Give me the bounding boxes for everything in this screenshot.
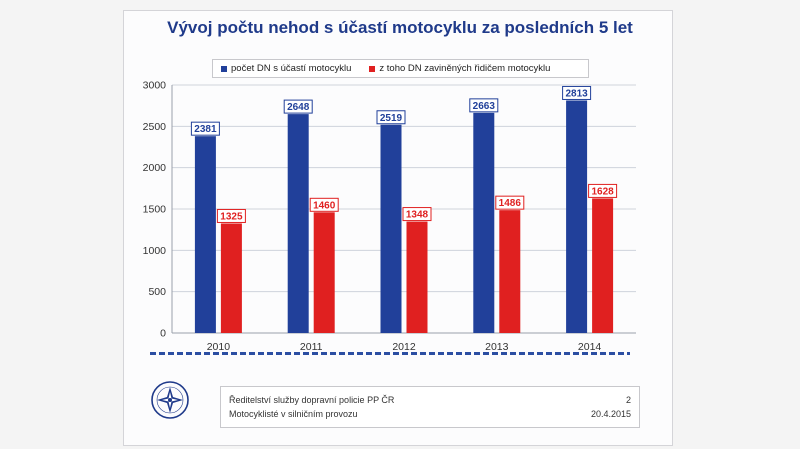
data-label: 2648	[287, 102, 310, 113]
data-label: 1348	[406, 210, 429, 221]
footer-date: 20.4.2015	[590, 409, 631, 419]
data-label: 2813	[565, 88, 588, 99]
bar-caused	[220, 223, 242, 333]
data-label-box	[588, 183, 618, 198]
footer-organization: Ředitelství služby dopravní policie PP Č…	[229, 395, 395, 405]
data-label-box	[469, 98, 499, 113]
divider	[150, 352, 630, 355]
data-label-box	[562, 85, 592, 100]
footer-page-number: 2	[625, 395, 631, 405]
y-tick-label: 1000	[143, 245, 167, 257]
legend-item-caused: z toho DN zaviněných řidičem motocyklu	[369, 63, 550, 74]
data-label: 1325	[220, 211, 243, 222]
bar-total	[380, 124, 402, 333]
x-tick-label: 2013	[485, 341, 509, 353]
y-tick-label: 3000	[143, 80, 167, 92]
bar-caused	[592, 198, 614, 333]
bar-total	[287, 114, 309, 333]
bar-caused	[499, 210, 521, 333]
y-tick-label: 1500	[143, 204, 167, 216]
bar-caused	[406, 221, 428, 333]
police-star-badge-icon	[151, 381, 189, 419]
y-tick-label: 2500	[143, 121, 167, 133]
chart-title: Vývoj počtu nehod s účastí motocyklu za …	[167, 18, 633, 37]
footer-subtitle: Motocyklisté v silničním provozu	[229, 409, 358, 419]
data-label: 1486	[499, 198, 522, 209]
legend-label-caused: z toho DN zaviněných řidičem motocyklu	[379, 63, 551, 74]
x-tick-label: 2012	[392, 341, 416, 353]
y-tick-label: 0	[160, 328, 166, 340]
data-label-box	[283, 99, 313, 114]
bar-caused	[313, 212, 335, 333]
legend-swatch-caused	[369, 65, 376, 72]
footer-box: Ředitelství služby dopravní policie PP Č…	[220, 386, 640, 428]
data-label: 2663	[473, 101, 496, 112]
y-tick-label: 500	[148, 286, 166, 298]
bar-total	[566, 100, 588, 333]
y-tick-label: 2000	[143, 162, 167, 174]
data-label: 2519	[380, 113, 403, 124]
data-label-box	[216, 208, 246, 223]
x-tick-label: 2011	[300, 341, 323, 353]
data-label-box	[495, 195, 525, 210]
data-label-box	[402, 207, 432, 222]
data-label-box	[190, 121, 220, 136]
legend-item-total: počet DN s účastí motocyklu	[221, 63, 351, 74]
bar-total	[194, 136, 216, 333]
chart-legend: počet DN s účastí motocyklu z toho DN za…	[212, 59, 589, 78]
legend-swatch-total	[221, 65, 227, 72]
data-label: 1628	[591, 186, 614, 197]
x-tick-label: 2010	[207, 341, 231, 353]
legend-label-total: počet DN s účastí motocyklu	[231, 63, 352, 74]
bar-total	[473, 112, 495, 333]
data-label-box	[376, 110, 406, 125]
data-label: 1460	[313, 200, 336, 211]
data-label-box	[309, 197, 339, 212]
data-label: 2381	[194, 124, 217, 135]
x-tick-label: 2014	[578, 341, 602, 353]
